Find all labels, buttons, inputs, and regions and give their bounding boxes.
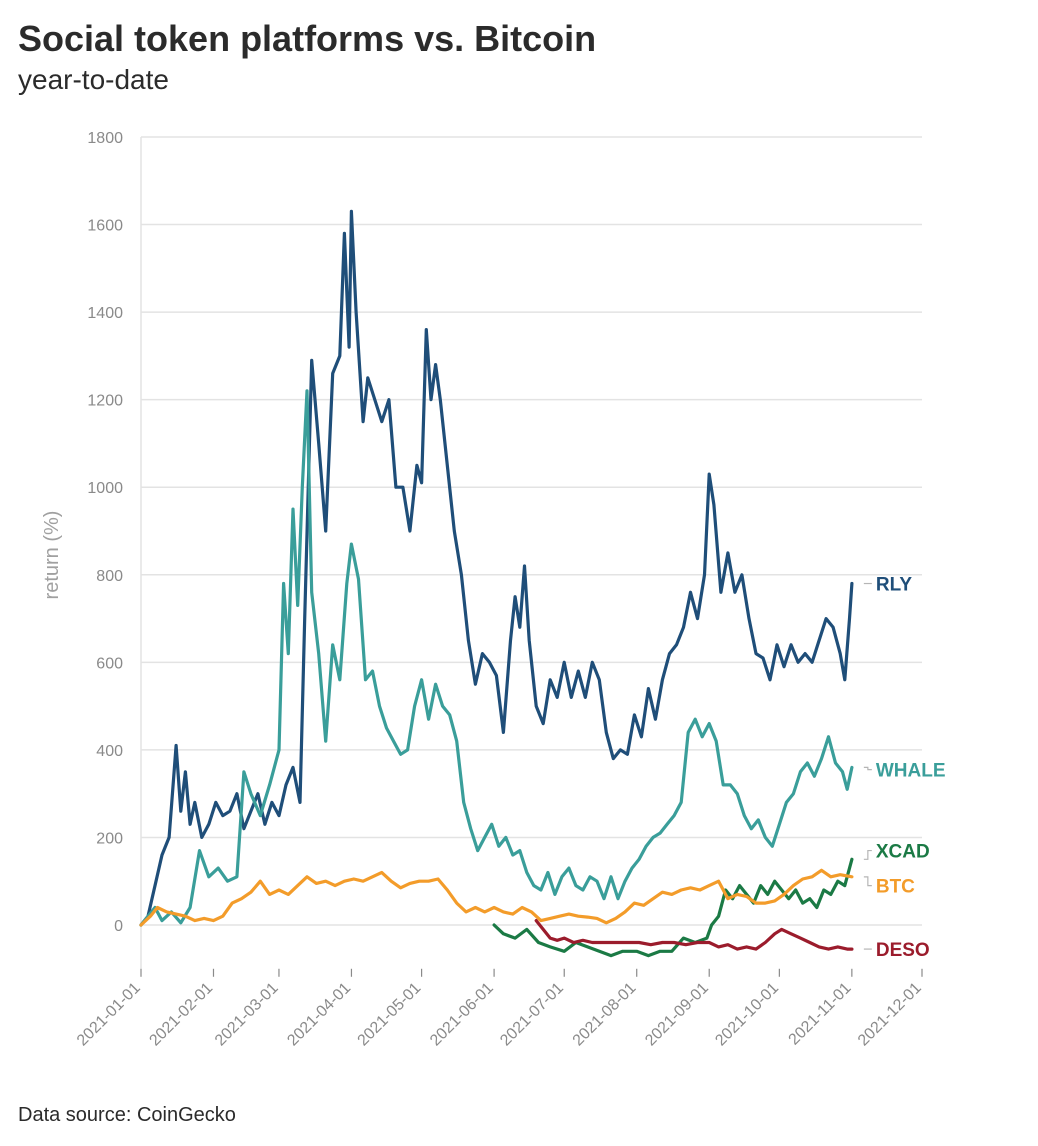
x-tick-label: 2021-03-01	[212, 980, 282, 1050]
x-tick-label: 2021-04-01	[284, 980, 354, 1050]
series-line-deso	[534, 919, 854, 951]
series-line-whale	[139, 389, 854, 927]
series-lines	[139, 209, 854, 958]
y-tick-label: 1200	[87, 393, 123, 410]
x-tick-label: 2021-08-01	[570, 980, 640, 1050]
series-label-whale: WHALE	[876, 761, 946, 782]
series-end-labels: RLY WHALE XCAD BTC DESO	[863, 575, 946, 961]
y-tick-label: 0	[114, 918, 123, 935]
chart-title: Social token platforms vs. Bitcoin	[18, 18, 597, 59]
x-tick-label: 2021-10-01	[712, 980, 782, 1050]
x-tick-label: 2021-07-01	[497, 980, 567, 1050]
x-tick-label: 2021-05-01	[355, 980, 425, 1050]
series-label-rly: RLY	[876, 575, 913, 596]
y-tick-label: 1600	[87, 218, 123, 235]
y-tick-label: 800	[96, 568, 123, 585]
y-tick-label: 1000	[87, 480, 123, 497]
x-tick-label: 2021-12-01	[855, 980, 925, 1050]
data-source-note: Data source: CoinGecko	[18, 1104, 236, 1126]
grid-lines	[141, 136, 922, 926]
x-tick-label: 2021-11-01	[786, 980, 855, 1049]
chart-subtitle: year-to-date	[18, 64, 169, 95]
x-tick-label: 2021-02-01	[146, 980, 216, 1050]
label-connector	[863, 849, 872, 860]
series-line-xcad	[492, 857, 854, 958]
series-line-rly	[139, 209, 854, 927]
x-tick-label: 2021-06-01	[427, 980, 497, 1050]
series-label-xcad: XCAD	[876, 842, 930, 863]
x-tick-label: 2021-01-01	[74, 980, 144, 1050]
y-tick-label: 1400	[87, 305, 123, 322]
y-axis-label: return (%)	[41, 511, 63, 600]
series-line-btc	[139, 868, 854, 927]
y-tick-label: 400	[96, 743, 123, 760]
y-tick-label: 600	[96, 655, 123, 672]
label-connector	[863, 876, 872, 887]
series-label-btc: BTC	[876, 877, 915, 898]
y-tick-label: 1800	[87, 130, 123, 147]
x-tick-label: 2021-09-01	[642, 980, 712, 1050]
label-connector	[863, 766, 872, 771]
y-tick-label: 200	[96, 830, 123, 847]
series-label-deso: DESO	[876, 940, 930, 961]
